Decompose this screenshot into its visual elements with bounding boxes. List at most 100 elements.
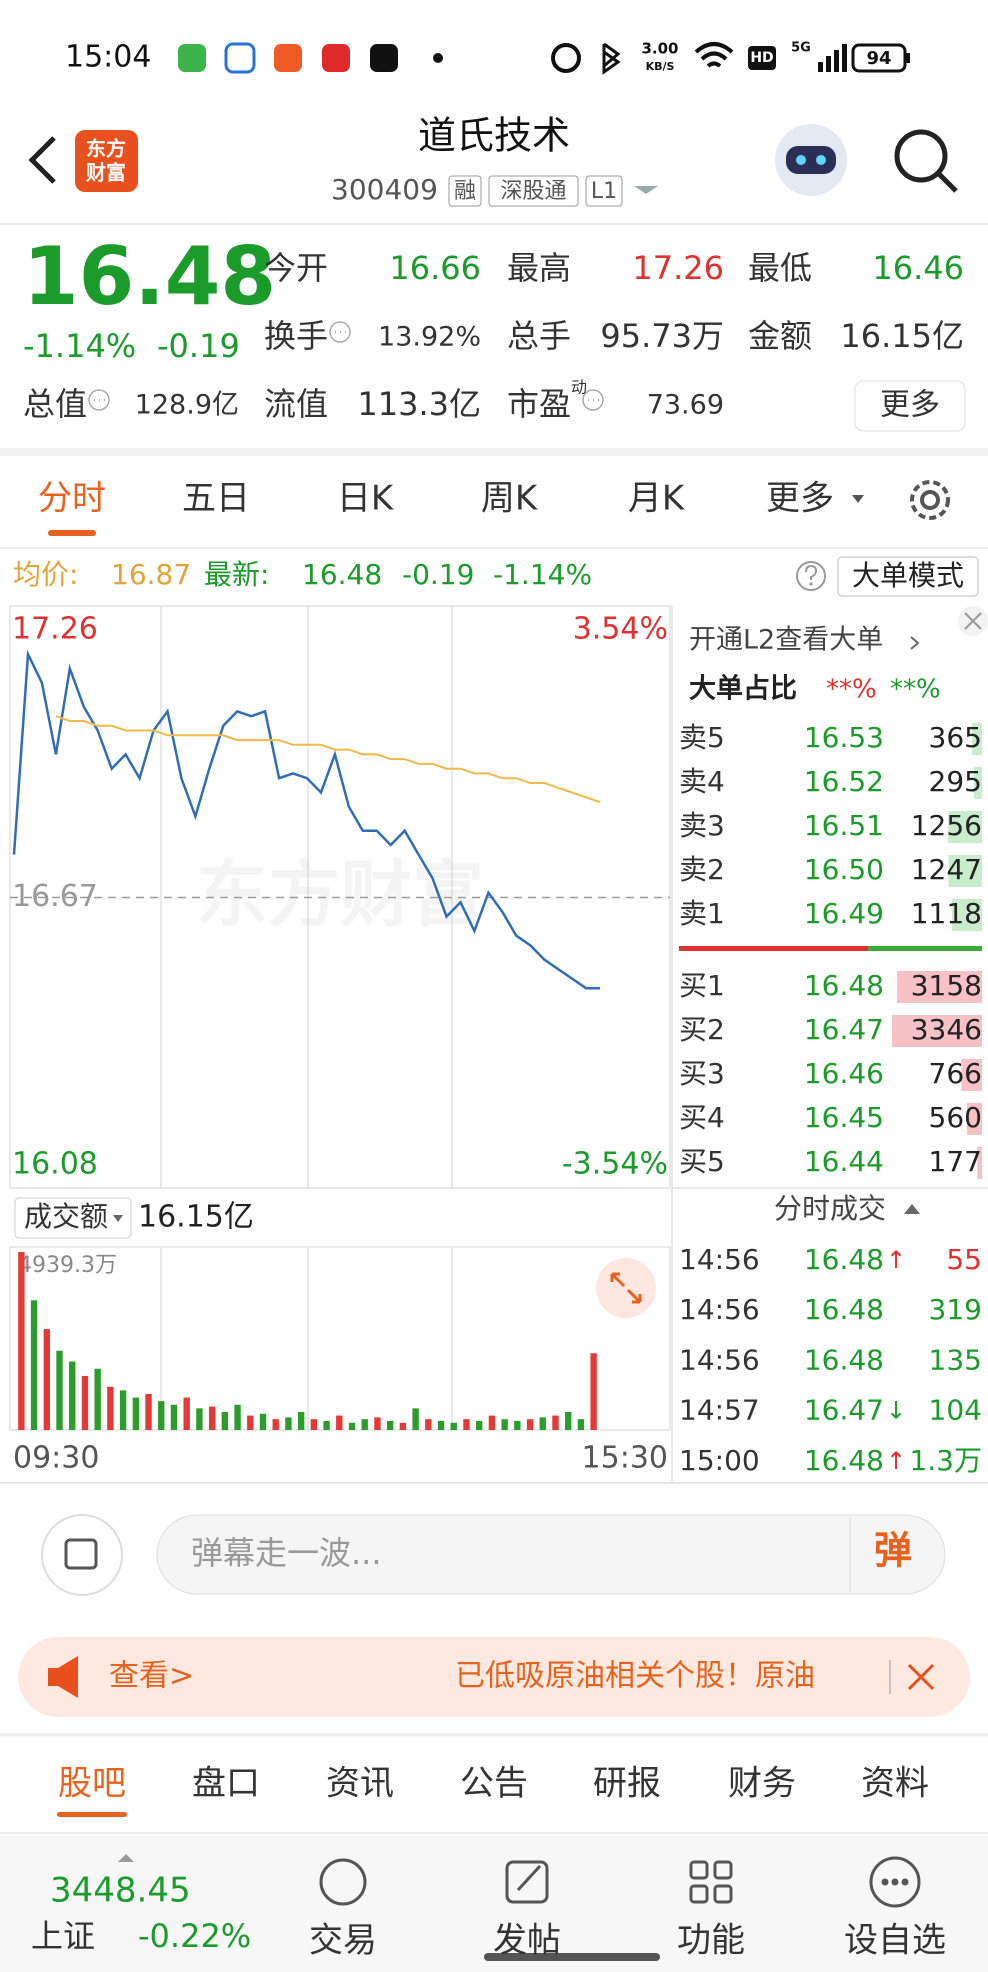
level-price: 16.48 <box>804 969 884 1002</box>
level-price: 16.50 <box>804 853 884 886</box>
network-type: 5G <box>791 41 811 56</box>
banner-link[interactable]: 查看> <box>109 1659 194 1694</box>
dropdown-arrow <box>852 495 864 503</box>
badge-text: 融 <box>454 179 476 204</box>
hd-badge: HD <box>750 50 773 66</box>
level-volume: 365 <box>929 721 982 754</box>
level-price: 16.51 <box>804 809 884 842</box>
volume-bar <box>234 1404 241 1430</box>
volume-total: 16.15亿 <box>138 1200 254 1235</box>
volume-bar <box>399 1422 407 1430</box>
trade-time: 14:56 <box>679 1343 760 1376</box>
info-icon <box>88 389 110 411</box>
volume-selector[interactable] <box>14 1197 132 1239</box>
volume-bar <box>336 1415 343 1430</box>
level-price: 16.53 <box>804 721 884 754</box>
volume-bar <box>247 1415 254 1430</box>
volume-bar <box>259 1413 267 1430</box>
level-label: 卖1 <box>679 897 725 930</box>
trade-volume: 135 <box>929 1343 982 1376</box>
tab[interactable]: 日K <box>337 479 395 519</box>
x-tick-label: 15:30 <box>582 1441 668 1476</box>
volume-bar <box>94 1368 101 1430</box>
volume-bar <box>374 1417 381 1430</box>
expand-button[interactable] <box>596 1258 656 1318</box>
avg-label: 均价: <box>13 558 78 591</box>
barrage-button[interactable]: 弹 <box>874 1529 912 1573</box>
trade-price: 16.47 <box>804 1394 884 1427</box>
volume-bar <box>577 1419 585 1430</box>
stat-label: 总手 <box>507 317 571 355</box>
tab[interactable]: 月K <box>628 479 686 519</box>
content-tab-underline <box>57 1812 127 1817</box>
comment-input[interactable] <box>156 1514 946 1595</box>
volume-bar <box>18 1252 25 1430</box>
price-line <box>12 649 600 990</box>
search-button[interactable] <box>894 129 958 193</box>
level-volume: 1256 <box>911 809 982 842</box>
content-tab[interactable]: 股吧 <box>58 1764 126 1804</box>
y-tick-label: 4939.3万 <box>18 1253 117 1278</box>
latest-change-pct: -1.14% <box>493 558 592 591</box>
level-label: 买3 <box>679 1057 725 1090</box>
content-tab[interactable]: 公告 <box>460 1764 528 1804</box>
avg-price: 16.87 <box>111 558 191 591</box>
level-label: 卖5 <box>679 721 725 754</box>
more-button[interactable] <box>854 380 966 432</box>
stat-value: 13.92% <box>378 322 481 353</box>
nav-item[interactable]: 发帖 <box>493 1921 561 1961</box>
volume-bar <box>158 1401 165 1430</box>
tab[interactable]: 五日 <box>182 479 250 519</box>
volume-bar <box>119 1390 127 1430</box>
back-button[interactable] <box>28 136 56 184</box>
index-name: 上证 <box>31 1917 95 1955</box>
nav-item[interactable]: 交易 <box>309 1921 377 1961</box>
volume-bar <box>132 1397 139 1430</box>
status-icons <box>178 42 910 75</box>
volume-bar <box>69 1361 76 1430</box>
content-tab[interactable]: 研报 <box>593 1764 661 1804</box>
nav-item[interactable]: 功能 <box>677 1921 745 1961</box>
level-label: 卖3 <box>679 809 725 842</box>
trade-time: 14:56 <box>679 1293 760 1326</box>
tab[interactable]: 分时 <box>38 479 106 519</box>
volume-bar <box>310 1419 318 1430</box>
stat-value: 73.69 <box>647 390 724 421</box>
y-tick-label: 17.26 <box>12 612 98 647</box>
index-change: -0.22% <box>138 1917 251 1955</box>
volume-bar <box>488 1415 496 1430</box>
tab[interactable]: 周K <box>481 479 539 519</box>
latest-label: 最新: <box>204 558 269 591</box>
content-tab[interactable]: 盘口 <box>192 1764 260 1804</box>
stat-label: 市盈 <box>507 385 571 423</box>
level-volume: 766 <box>929 1057 982 1090</box>
l2-link[interactable]: 开通L2查看大单 <box>689 625 883 656</box>
mode-button[interactable] <box>837 556 979 597</box>
volume-bar <box>285 1417 292 1430</box>
content-tab[interactable]: 资讯 <box>326 1764 394 1804</box>
banner[interactable] <box>18 1637 970 1717</box>
barrage-toggle[interactable] <box>41 1514 123 1596</box>
logo-text: 财富 <box>86 161 126 185</box>
trade-time: 14:56 <box>679 1243 760 1276</box>
help-icon[interactable] <box>796 561 826 591</box>
close-banner[interactable] <box>907 1663 935 1691</box>
stat-label: 换手 <box>264 317 328 355</box>
settings-icon[interactable] <box>910 480 950 520</box>
content-tab[interactable]: 财务 <box>728 1764 796 1804</box>
mode-button-text: 大单模式 <box>852 559 964 592</box>
logo-text: 东方 <box>86 137 126 161</box>
depth-bar <box>951 899 982 931</box>
volume-bar <box>552 1415 559 1430</box>
volume-bar <box>107 1386 114 1430</box>
content-tab[interactable]: 资料 <box>861 1764 929 1804</box>
tab[interactable]: 更多 <box>766 479 834 519</box>
volume-bar <box>272 1419 279 1430</box>
stock-code: 300409 <box>331 173 438 206</box>
net-unit: KB/S <box>646 60 675 73</box>
nav-item[interactable]: 设自选 <box>844 1921 946 1961</box>
info-icon <box>582 389 604 411</box>
